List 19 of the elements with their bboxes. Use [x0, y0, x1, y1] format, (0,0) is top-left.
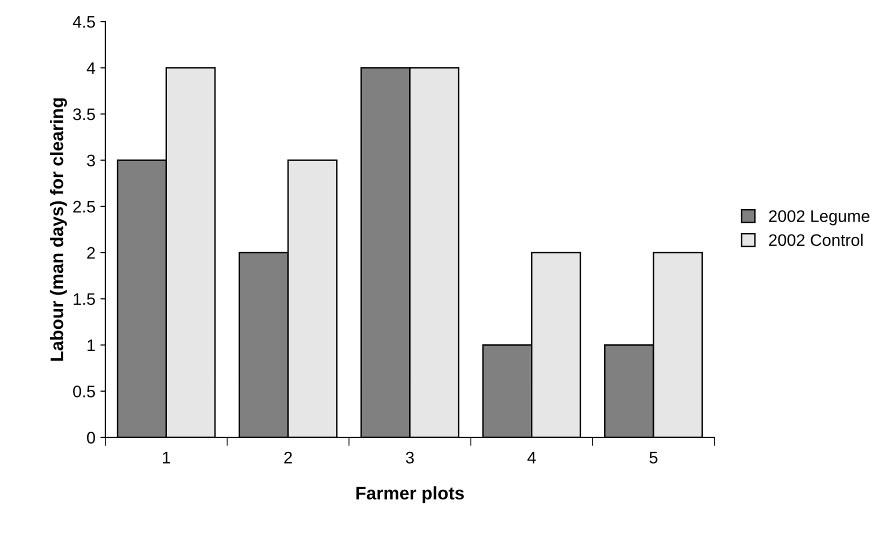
y-tick-label: 4 — [86, 62, 96, 74]
y-tick-label: 0.5 — [73, 386, 95, 398]
y-tick-label: 0 — [87, 432, 95, 444]
legend-label: 2002 Legume — [769, 210, 870, 226]
y-tick-label: 2.5 — [73, 200, 95, 213]
y-tick-label: 4.5 — [72, 16, 95, 28]
x-tick-label: 4 — [527, 452, 536, 464]
x-tick-label: 5 — [650, 452, 658, 464]
legend-label: 2002 Control — [769, 234, 863, 246]
y-tick-label: 1.5 — [74, 293, 95, 306]
x-tick-label: 2 — [284, 452, 292, 464]
x-tick-label: 1 — [162, 452, 170, 464]
y-axis-title: Labour (man days) for clearing — [50, 98, 67, 361]
x-axis-title: Farmer plots — [356, 486, 464, 504]
x-tick-label: 3 — [406, 452, 414, 464]
y-tick-label: 2 — [87, 247, 95, 259]
y-tick-label: 1 — [88, 340, 95, 352]
y-tick-label: 3.5 — [73, 108, 95, 120]
y-tick-label: 3 — [87, 154, 95, 166]
